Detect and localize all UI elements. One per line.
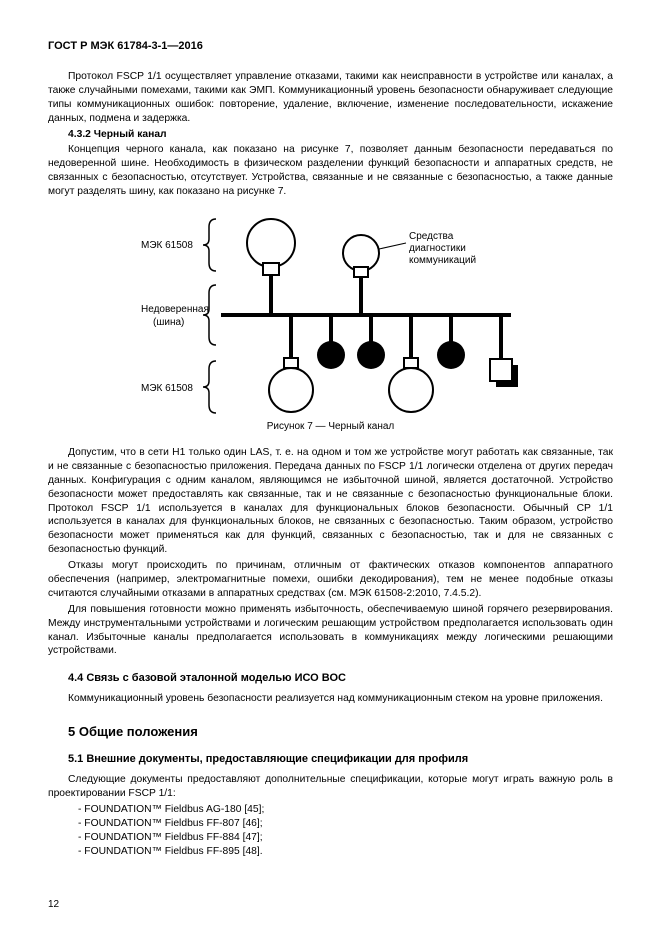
section-heading-5: 5 Общие положения — [48, 724, 613, 739]
paragraph: Протокол FSCP 1/1 осуществляет управлени… — [48, 70, 613, 126]
paragraph-with-heading: 4.3.2 Черный канал — [48, 128, 613, 142]
label-diag-2: диагностики — [409, 243, 466, 254]
paragraph: Коммуникационный уровень безопасности ре… — [48, 692, 613, 706]
label-bus-1: Недоверенная — [141, 304, 209, 315]
label-diag-1: Средства — [409, 231, 454, 242]
section-heading-5-1: 5.1 Внешние документы, предоставляющие с… — [48, 753, 613, 765]
label-iec-bot: МЭК 61508 — [141, 383, 193, 394]
label-iec-top: МЭК 61508 — [141, 240, 193, 251]
list-item: - FOUNDATION™ Fieldbus FF-895 [48]. — [48, 845, 613, 859]
paragraph: Допустим, что в сети H1 только один LAS,… — [48, 446, 613, 557]
paragraph: Отказы могут происходить по причинам, от… — [48, 559, 613, 601]
figure-caption: Рисунок 7 — Черный канал — [141, 421, 521, 432]
paragraph: Концепция черного канала, как показано н… — [48, 143, 613, 199]
subsection-heading-4-3-2: 4.3.2 Черный канал — [68, 129, 167, 140]
document-page: ГОСТ Р МЭК 61784-3-1—2016 Протокол FSCP … — [0, 0, 661, 935]
section-heading-4-4: 4.4 Связь с базовой эталонной моделью ИС… — [48, 672, 613, 684]
label-diag-3: коммуникаций — [409, 255, 476, 266]
paragraph: Для повышения готовности можно применять… — [48, 603, 613, 659]
standard-code-header: ГОСТ Р МЭК 61784-3-1—2016 — [48, 40, 613, 52]
page-number: 12 — [48, 899, 59, 910]
list-item: - FOUNDATION™ Fieldbus FF-884 [47]; — [48, 831, 613, 845]
list-item: - FOUNDATION™ Fieldbus FF-807 [46]; — [48, 817, 613, 831]
list-item: - FOUNDATION™ Fieldbus AG-180 [45]; — [48, 803, 613, 817]
figure-7: МЭК 61508 Недоверенная (шина) МЭК 61508 — [141, 215, 521, 432]
black-channel-diagram: МЭК 61508 Недоверенная (шина) МЭК 61508 — [141, 215, 521, 415]
paragraph: Следующие документы предоставляют дополн… — [48, 773, 613, 801]
label-bus-2: (шина) — [153, 317, 184, 328]
